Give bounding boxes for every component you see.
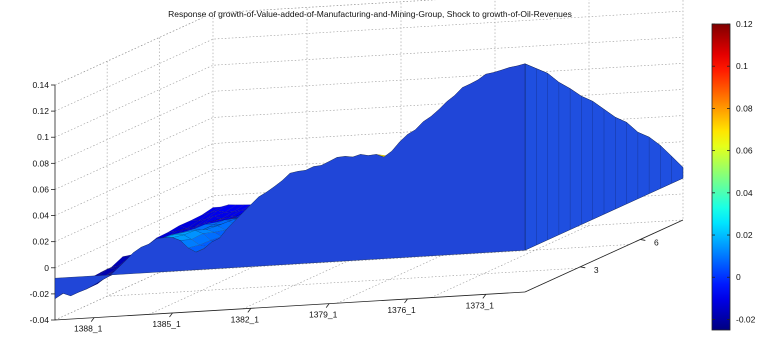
x-gridline bbox=[148, 7, 308, 315]
y-tick bbox=[640, 239, 646, 241]
y-axis: 36 bbox=[580, 237, 659, 275]
chart-title: Response of growth-of-Value-added-of-Man… bbox=[168, 9, 572, 19]
x-gridline bbox=[524, 0, 684, 293]
x-tick-label: 1382_1 bbox=[231, 314, 260, 324]
surface-front-face bbox=[54, 63, 526, 300]
x-tick bbox=[482, 294, 487, 299]
colorbar-tick-label: 0 bbox=[736, 272, 741, 282]
colorbar-tick-label: 0.12 bbox=[736, 19, 753, 29]
x-tick-label: 1379_1 bbox=[309, 310, 338, 320]
z-gridline bbox=[54, 36, 684, 138]
colorbar-gradient bbox=[711, 23, 731, 331]
surface-mesh bbox=[54, 63, 684, 300]
y-axis-line bbox=[524, 219, 684, 293]
x-tick-label: 1388_1 bbox=[74, 324, 103, 334]
z-tick-label: 0.08 bbox=[32, 158, 49, 168]
z-tick-label: -0.02 bbox=[30, 289, 50, 299]
x-gridline bbox=[430, 0, 590, 298]
y-gridline bbox=[106, 61, 578, 297]
x-tick bbox=[90, 317, 95, 322]
x-tick-label: 1376_1 bbox=[387, 305, 416, 315]
x-axis-line bbox=[54, 291, 526, 321]
y-tick-label: 3 bbox=[594, 265, 599, 275]
z-tick-label: 0.02 bbox=[32, 237, 49, 247]
z-tick-label: 0.1 bbox=[37, 132, 49, 142]
colorbar: -0.02 0 0.02 0.04 0.06 0.08 0.1 0.12 bbox=[711, 19, 756, 331]
x-tick-label: 1373_1 bbox=[466, 300, 495, 310]
z-gridline bbox=[54, 10, 684, 112]
colorbar-tick-label: 0.1 bbox=[736, 61, 748, 71]
colorbar-tick-label: 0.04 bbox=[736, 188, 753, 198]
x-axis: 1388_1 1385_1 1382_1 1379_1 1376_1 1373_1 bbox=[74, 294, 495, 334]
colorbar-tick-label: 0.06 bbox=[736, 146, 753, 156]
x-tick bbox=[404, 298, 408, 304]
x-tick bbox=[325, 303, 330, 308]
z-axis: -0.04 -0.02 0 0.02 0.04 0.06 0.08 0.1 0.12 0.14 bbox=[30, 80, 55, 325]
y-tick bbox=[580, 266, 586, 269]
y-gridline bbox=[158, 37, 630, 273]
x-tick bbox=[247, 308, 252, 313]
colorbar-tick-label: 0.08 bbox=[736, 103, 753, 113]
x-gridline bbox=[242, 1, 402, 310]
x-gridline bbox=[54, 13, 214, 321]
z-tick-label: 0.04 bbox=[32, 211, 49, 221]
z-tick-label: 0.06 bbox=[32, 184, 49, 194]
y-tick-label: 6 bbox=[654, 237, 659, 247]
z-tick-label: -0.04 bbox=[30, 315, 50, 325]
x-tick-label: 1385_1 bbox=[152, 319, 181, 329]
z-tick-label: 0.14 bbox=[32, 80, 49, 90]
x-tick bbox=[169, 312, 173, 318]
colorbar-tick-label: -0.02 bbox=[736, 314, 756, 324]
z-tick-label: 0 bbox=[44, 263, 49, 273]
z-tick-label: 0.12 bbox=[32, 106, 49, 116]
colorbar-tick-label: 0.02 bbox=[736, 230, 753, 240]
